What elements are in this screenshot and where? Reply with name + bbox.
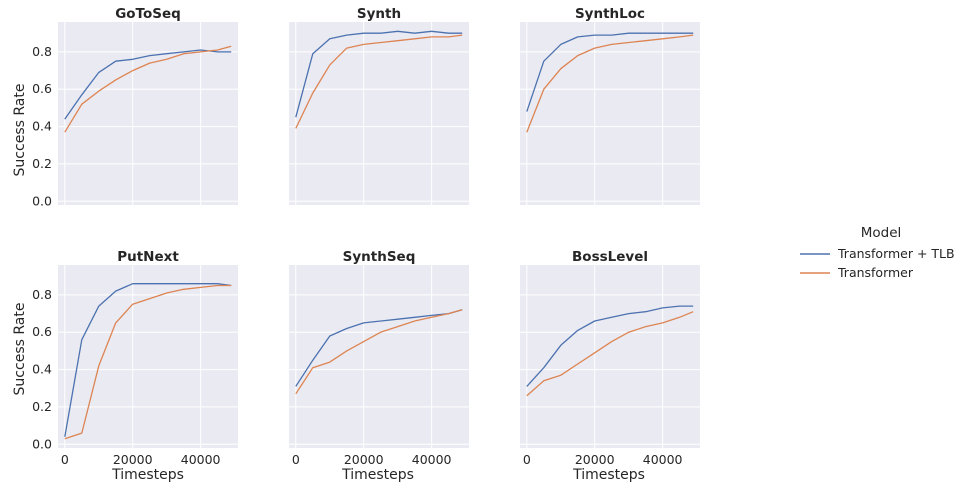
legend-label-tlb: Transformer + TLB — [837, 246, 955, 261]
x-axis-label-col3: Timesteps — [572, 467, 645, 482]
panel-background — [58, 22, 238, 205]
x-tick-label: 40000 — [181, 452, 221, 467]
x-tick-label: 20000 — [113, 452, 153, 467]
y-tick-label: 0.8 — [32, 287, 52, 302]
series-line-transformer — [64, 45, 232, 133]
x-axis-label-col1: Timesteps — [111, 467, 184, 482]
panel-title: GoToSeq — [115, 6, 181, 22]
x-tick-label: 20000 — [344, 452, 384, 467]
panel-title: Synth — [357, 6, 401, 22]
panel-synthloc: SynthLoc — [520, 6, 700, 205]
panel-background — [289, 22, 469, 205]
y-tick-label: 0.0 — [32, 436, 52, 451]
y-tick-label: 0.4 — [32, 119, 52, 134]
panel-title: SynthSeq — [343, 249, 416, 265]
y-tick-label: 0.8 — [32, 44, 52, 59]
y-tick-label: 0.0 — [32, 193, 52, 208]
series-line-transformer — [526, 311, 694, 397]
series-line-transformer — [526, 34, 694, 133]
panel-background — [520, 265, 700, 448]
series-line-transformer — [64, 284, 232, 440]
panel-synthseq: 0 20000 40000 SynthSeq — [289, 249, 469, 467]
series-line-transformer — [295, 34, 463, 129]
panel-synth: Synth — [289, 6, 469, 205]
panel-background — [58, 265, 238, 448]
x-tick-label: 0 — [292, 452, 300, 467]
y-axis-label-bottom-row: Success Rate — [12, 303, 28, 396]
legend-label-transformer: Transformer — [837, 265, 914, 280]
y-tick-label: 0.2 — [32, 399, 52, 414]
series-line-transformer-tlb — [526, 32, 694, 112]
panel-putnext: 0.0 0.2 0.4 0.6 0.8 0 20000 40000 PutNext — [32, 249, 238, 467]
legend-title: Model — [861, 225, 902, 241]
series-line-transformer-tlb — [64, 283, 232, 437]
series-line-transformer-tlb — [295, 309, 463, 387]
x-tick-label: 0 — [523, 452, 531, 467]
panel-bosslevel: 0 20000 40000 BossLevel — [520, 249, 700, 467]
y-tick-label: 0.6 — [32, 81, 52, 96]
y-tick-label: 0.2 — [32, 156, 52, 171]
axis-labels-layer: Success Rate Success Rate Timesteps Time… — [12, 84, 645, 482]
series-line-transformer-tlb — [526, 305, 694, 387]
x-axis-label-col2: Timesteps — [341, 467, 414, 482]
panel-background — [520, 22, 700, 205]
legend: Model Transformer + TLB Transformer — [800, 225, 955, 280]
x-tick-label: 0 — [61, 452, 69, 467]
x-tick-label: 40000 — [643, 452, 683, 467]
x-tick-label: 20000 — [575, 452, 615, 467]
y-tick-label: 0.4 — [32, 362, 52, 377]
y-tick-label: 0.6 — [32, 324, 52, 339]
y-axis-label-top-row: Success Rate — [12, 84, 28, 177]
series-line-transformer — [295, 309, 463, 395]
panel-background — [289, 265, 469, 448]
panel-title: SynthLoc — [575, 6, 645, 22]
series-line-transformer-tlb — [295, 30, 463, 118]
x-tick-label: 40000 — [412, 452, 452, 467]
panel-gotoseq: 0.0 0.2 0.4 0.6 0.8 GoToSeq — [32, 6, 238, 208]
panel-title: BossLevel — [572, 249, 648, 265]
panel-title: PutNext — [117, 249, 179, 265]
